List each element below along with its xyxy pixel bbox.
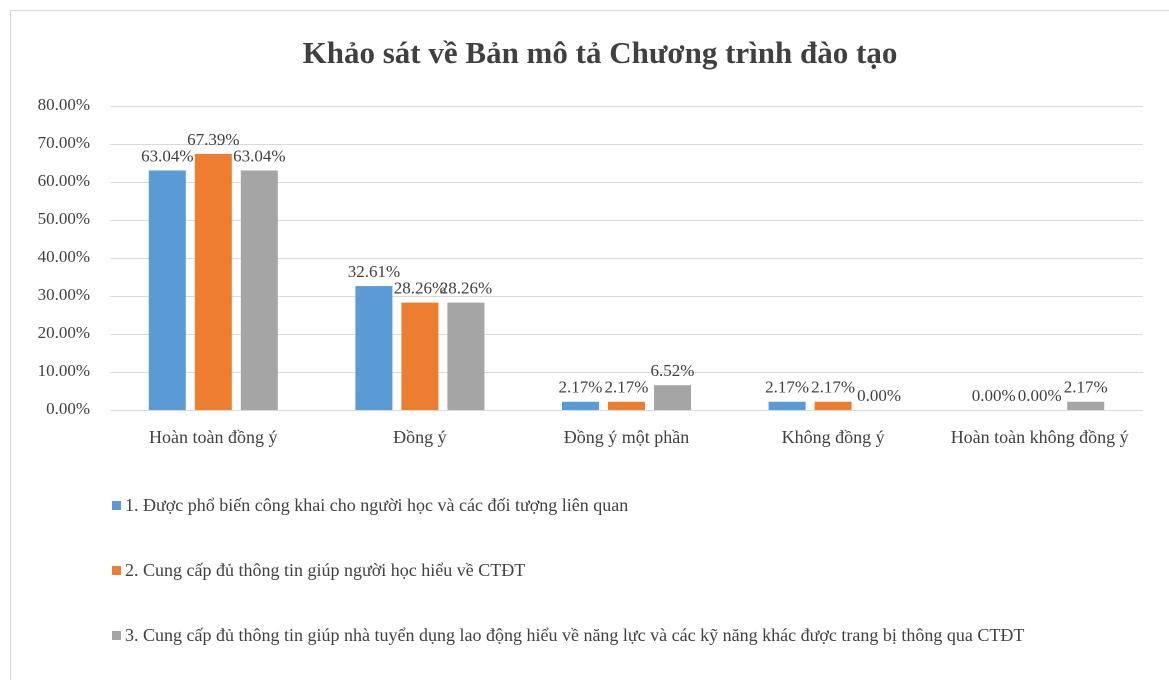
legend-entry: 3. Cung cấp đủ thông tin giúp nhà tuyển … (112, 622, 1102, 648)
data-label: 2.17% (559, 378, 603, 397)
bar (401, 302, 439, 410)
x-tick-label: Hoàn toàn đồng ý (149, 427, 278, 447)
data-label: 2.17% (1064, 378, 1108, 397)
data-label: 63.04% (141, 146, 193, 165)
y-tick-label: 70.00% (38, 133, 90, 152)
bar (355, 286, 393, 410)
data-label: 0.00% (1018, 386, 1062, 405)
data-label: 2.17% (765, 378, 809, 397)
data-label: 32.61% (348, 262, 400, 281)
bar (654, 385, 691, 410)
bar (768, 401, 806, 410)
data-label: 28.26% (394, 279, 446, 298)
chart-title: Khảo sát về Bản mô tả Chương trình đào t… (303, 35, 898, 70)
data-label: 2.17% (605, 378, 649, 397)
legend-label: 2. Cung cấp đủ thông tin giúp người học … (125, 560, 526, 580)
legend-entry: 1. Được phổ biến công khai cho người học… (112, 492, 1102, 518)
bar (814, 401, 852, 410)
bar (562, 401, 599, 410)
bar (194, 153, 232, 410)
y-tick-label: 20.00% (38, 323, 90, 342)
y-tick-label: 30.00% (38, 285, 90, 304)
data-label: 6.52% (651, 361, 695, 380)
legend-swatch (112, 501, 121, 510)
data-label: 28.26% (440, 279, 492, 298)
y-tick-label: 80.00% (38, 95, 90, 114)
y-tick-label: 0.00% (46, 399, 90, 418)
bar (608, 401, 645, 410)
y-tick-label: 60.00% (38, 171, 90, 190)
x-tick-label: Đồng ý một phần (563, 427, 690, 447)
data-label: 0.00% (972, 386, 1016, 405)
data-label: 2.17% (811, 378, 855, 397)
bar (447, 302, 485, 410)
data-label: 63.04% (233, 146, 285, 165)
legend-label: 1. Được phổ biến công khai cho người học… (125, 495, 629, 515)
legend-swatch (112, 566, 121, 575)
x-tick-label: Không đồng ý (781, 427, 885, 447)
bar (148, 170, 186, 410)
data-label: 67.39% (187, 130, 239, 149)
x-tick-label: Hoàn toàn không đồng ý (950, 427, 1129, 447)
legend-label: 3. Cung cấp đủ thông tin giúp nhà tuyển … (125, 625, 1025, 645)
y-tick-label: 50.00% (38, 209, 90, 228)
y-tick-label: 40.00% (38, 247, 90, 266)
data-label: 0.00% (857, 386, 901, 405)
bar (1067, 401, 1105, 410)
y-tick-label: 10.00% (38, 361, 90, 380)
legend-entry: 2. Cung cấp đủ thông tin giúp người học … (112, 557, 1102, 583)
bar (240, 170, 278, 410)
legend-swatch (112, 631, 121, 640)
x-tick-label: Đồng ý (393, 427, 447, 447)
